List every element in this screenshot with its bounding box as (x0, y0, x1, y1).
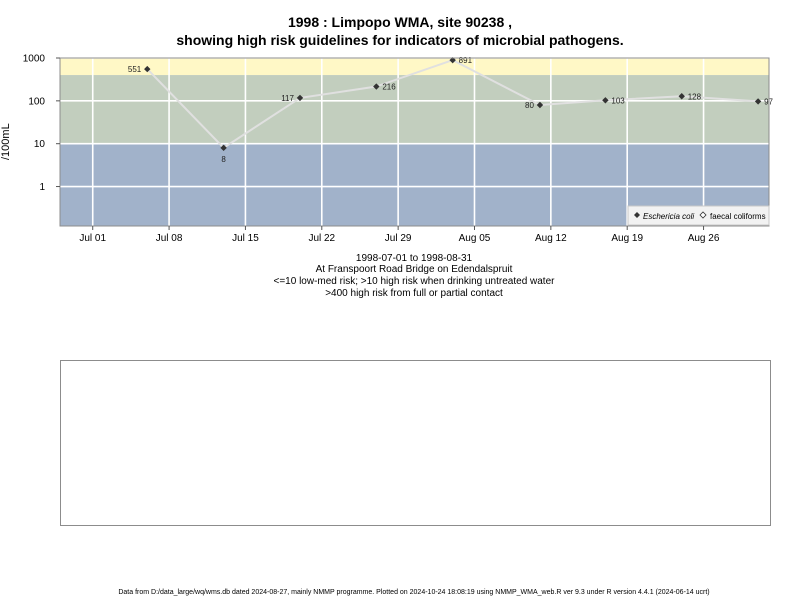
y-tick-label: 10 (34, 139, 46, 150)
ecoli-point (296, 94, 304, 102)
ecoli-point-label: 117 (281, 94, 294, 103)
x-tick-label: Jul 01 (79, 233, 106, 244)
plot-frame (59, 57, 770, 227)
ecoli-point-label: 103 (611, 96, 625, 105)
y-tick-label: 1 (39, 182, 45, 193)
y-tick-label: 100 (28, 96, 45, 107)
caption-location: At Franspoort Road Bridge on Edendalspru… (315, 264, 513, 275)
caption-guideline-low: <=10 low-med risk; >10 high risk when dr… (273, 276, 555, 287)
chart-title-line-1: 1998 : Limpopo WMA, site 90238 , (287, 14, 513, 30)
legend-ecoli-marker (634, 212, 640, 218)
empty-plot-panel (60, 360, 771, 526)
ecoli-point (220, 144, 227, 152)
x-tick-label: Jul 29 (385, 233, 412, 244)
chart-title-line-2: showing high risk guidelines for indicat… (176, 32, 624, 48)
caption-date-range: 1998-07-01 to 1998-08-31 (355, 253, 473, 264)
ecoli-point-label: 551 (128, 65, 142, 74)
x-axis: Jul 01 Jul 08 Jul 15 Jul 22 Jul 29 Aug 05 Aug … (79, 226, 720, 244)
ecoli-point-label: 128 (688, 92, 702, 101)
caption-guideline-high: >400 high risk from full or partial cont… (325, 288, 503, 299)
x-tick-label: Aug 26 (688, 233, 720, 244)
band-high-risk (60, 58, 769, 76)
x-tick-label: Aug 05 (459, 233, 491, 244)
ecoli-point-label: 8 (221, 155, 226, 164)
risk-bands (60, 58, 769, 226)
x-tick-label: Jul 08 (156, 233, 183, 244)
ecoli-point (754, 98, 762, 105)
ecoli-point (536, 101, 544, 109)
legend-faecal-marker (699, 211, 707, 219)
footer-note: Data from D:/data_large/wq/wms.db dated … (118, 589, 710, 596)
legend-box (627, 205, 770, 226)
legend-ecoli-label: Eschericia coli (643, 212, 694, 221)
x-tick-label: Jul 15 (232, 233, 259, 244)
ecoli-point (602, 97, 609, 104)
legend: Eschericia coli faecal coliforms (627, 205, 770, 226)
ecoli-point (678, 93, 685, 100)
y-tick-label: 1000 (23, 54, 46, 65)
ecoli-point-label: 80 (525, 101, 534, 110)
ecoli-point (449, 56, 456, 64)
grid-lines (60, 58, 769, 226)
x-tick-label: Aug 19 (611, 233, 643, 244)
band-mid-risk (60, 75, 769, 144)
x-tick-label: Aug 12 (535, 233, 567, 244)
y-axis: 1 10 100 1000 (23, 54, 60, 193)
legend-faecal-label: faecal coliforms (710, 212, 766, 221)
ecoli-point (144, 65, 151, 73)
ecoli-point-label: 891 (459, 56, 473, 65)
ecoli-point (373, 83, 380, 90)
x-tick-label: Jul 22 (308, 233, 335, 244)
ecoli-point-label: 216 (382, 83, 396, 92)
